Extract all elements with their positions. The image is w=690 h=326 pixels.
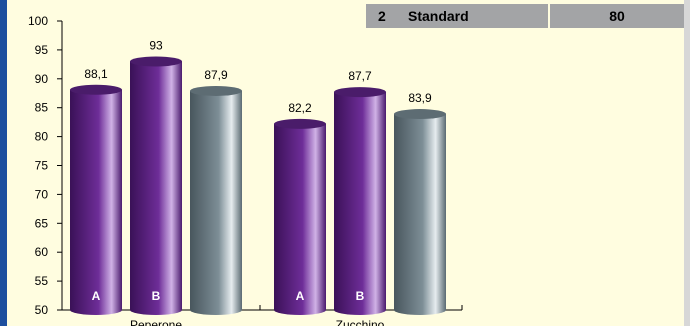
bar-base	[394, 305, 446, 315]
y-tick-label: 80	[35, 130, 49, 144]
label-layer: 50 55 60 65 70 75 80 85 90 95 100 88,1 A 93 B 87,9 Peper…	[28, 14, 432, 326]
bar-body	[190, 90, 242, 310]
y-tick-label: 55	[35, 274, 49, 288]
bar-series-letter: B	[152, 289, 161, 303]
bar-base	[70, 305, 122, 315]
bar-body	[70, 89, 122, 310]
legend-value: 80	[609, 8, 625, 24]
bar-layer	[70, 56, 446, 315]
bar-body	[130, 61, 182, 311]
right-border-strip	[684, 0, 690, 326]
y-tick-label: 95	[35, 43, 49, 57]
bar-series-letter: A	[92, 289, 101, 303]
bar-top	[334, 87, 386, 98]
x-category-label: Zucchino	[336, 318, 385, 326]
y-tick-label: 75	[35, 159, 49, 173]
bar-base	[190, 305, 242, 315]
legend-table-row: 2 Standard 80	[366, 4, 684, 28]
y-tick-label: 100	[28, 14, 48, 28]
y-tick-label: 60	[35, 245, 49, 259]
bar-top	[70, 84, 122, 95]
bar-base	[274, 305, 326, 315]
bar-body	[394, 114, 446, 310]
y-tick-label: 70	[35, 187, 49, 201]
bar-base	[334, 305, 386, 315]
bar-top	[130, 56, 182, 67]
bar-series-letter: B	[356, 289, 365, 303]
left-border-strip	[0, 0, 7, 326]
y-tick-label: 85	[35, 101, 49, 115]
y-tick-label: 90	[35, 72, 49, 86]
bar-value-label: 87,7	[348, 69, 372, 83]
bar-value-label: 88,1	[84, 67, 108, 81]
legend-label-cell: 2 Standard	[366, 4, 548, 28]
bar-body	[334, 92, 386, 311]
bar-value-label: 87,9	[204, 68, 228, 82]
bar-top	[274, 118, 326, 129]
bar-value-label: 83,9	[408, 91, 432, 105]
bar-body	[274, 123, 326, 310]
bar-top	[190, 85, 242, 96]
legend-label: Standard	[408, 8, 469, 24]
bar-value-label: 93	[149, 38, 163, 52]
legend-value-cell: 80	[550, 4, 684, 28]
bar-value-label: 82,2	[288, 101, 312, 115]
y-tick-label: 50	[35, 303, 49, 317]
y-tick-label: 65	[35, 216, 49, 230]
x-category-label: Peperone	[130, 318, 182, 326]
bar-top	[394, 109, 446, 120]
bar-base	[130, 305, 182, 315]
bar-series-letter: A	[296, 289, 305, 303]
legend-number: 2	[378, 8, 386, 24]
